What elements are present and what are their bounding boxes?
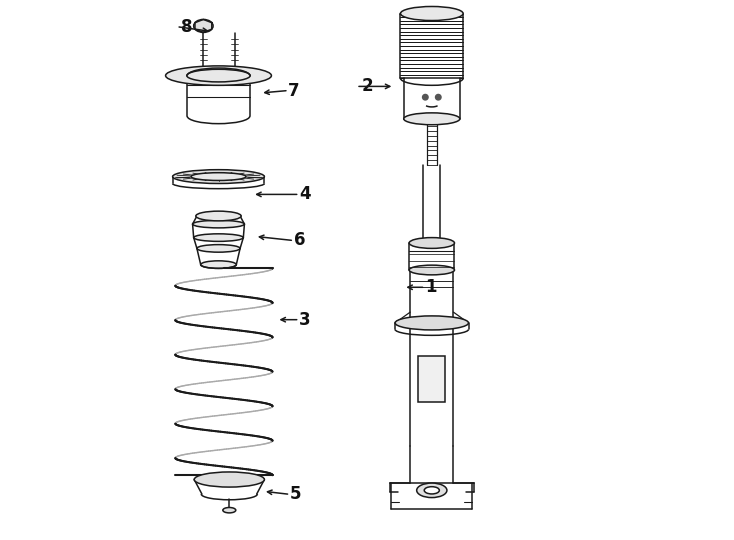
Text: 1: 1 bbox=[425, 278, 437, 296]
Bar bbox=[418, 356, 446, 402]
Ellipse shape bbox=[191, 173, 246, 180]
Text: 7: 7 bbox=[288, 82, 300, 100]
Text: 3: 3 bbox=[299, 310, 310, 329]
Ellipse shape bbox=[195, 472, 264, 487]
Ellipse shape bbox=[395, 316, 468, 330]
Ellipse shape bbox=[194, 19, 213, 32]
Text: 6: 6 bbox=[294, 231, 305, 249]
Ellipse shape bbox=[417, 483, 447, 497]
Text: 5: 5 bbox=[290, 485, 302, 503]
Ellipse shape bbox=[197, 212, 240, 220]
Ellipse shape bbox=[172, 170, 264, 184]
Ellipse shape bbox=[401, 6, 463, 21]
Ellipse shape bbox=[223, 508, 236, 513]
Text: 2: 2 bbox=[361, 77, 373, 96]
Ellipse shape bbox=[200, 261, 236, 268]
Ellipse shape bbox=[192, 220, 244, 228]
Ellipse shape bbox=[423, 94, 428, 100]
Ellipse shape bbox=[186, 69, 250, 82]
Ellipse shape bbox=[404, 113, 460, 125]
Ellipse shape bbox=[166, 66, 272, 85]
Ellipse shape bbox=[197, 245, 240, 252]
Ellipse shape bbox=[435, 94, 441, 100]
Text: 4: 4 bbox=[299, 185, 310, 204]
Ellipse shape bbox=[409, 238, 454, 248]
Ellipse shape bbox=[409, 265, 454, 275]
Ellipse shape bbox=[196, 211, 241, 221]
Ellipse shape bbox=[424, 487, 440, 494]
Ellipse shape bbox=[194, 234, 244, 241]
Text: 8: 8 bbox=[181, 18, 193, 36]
